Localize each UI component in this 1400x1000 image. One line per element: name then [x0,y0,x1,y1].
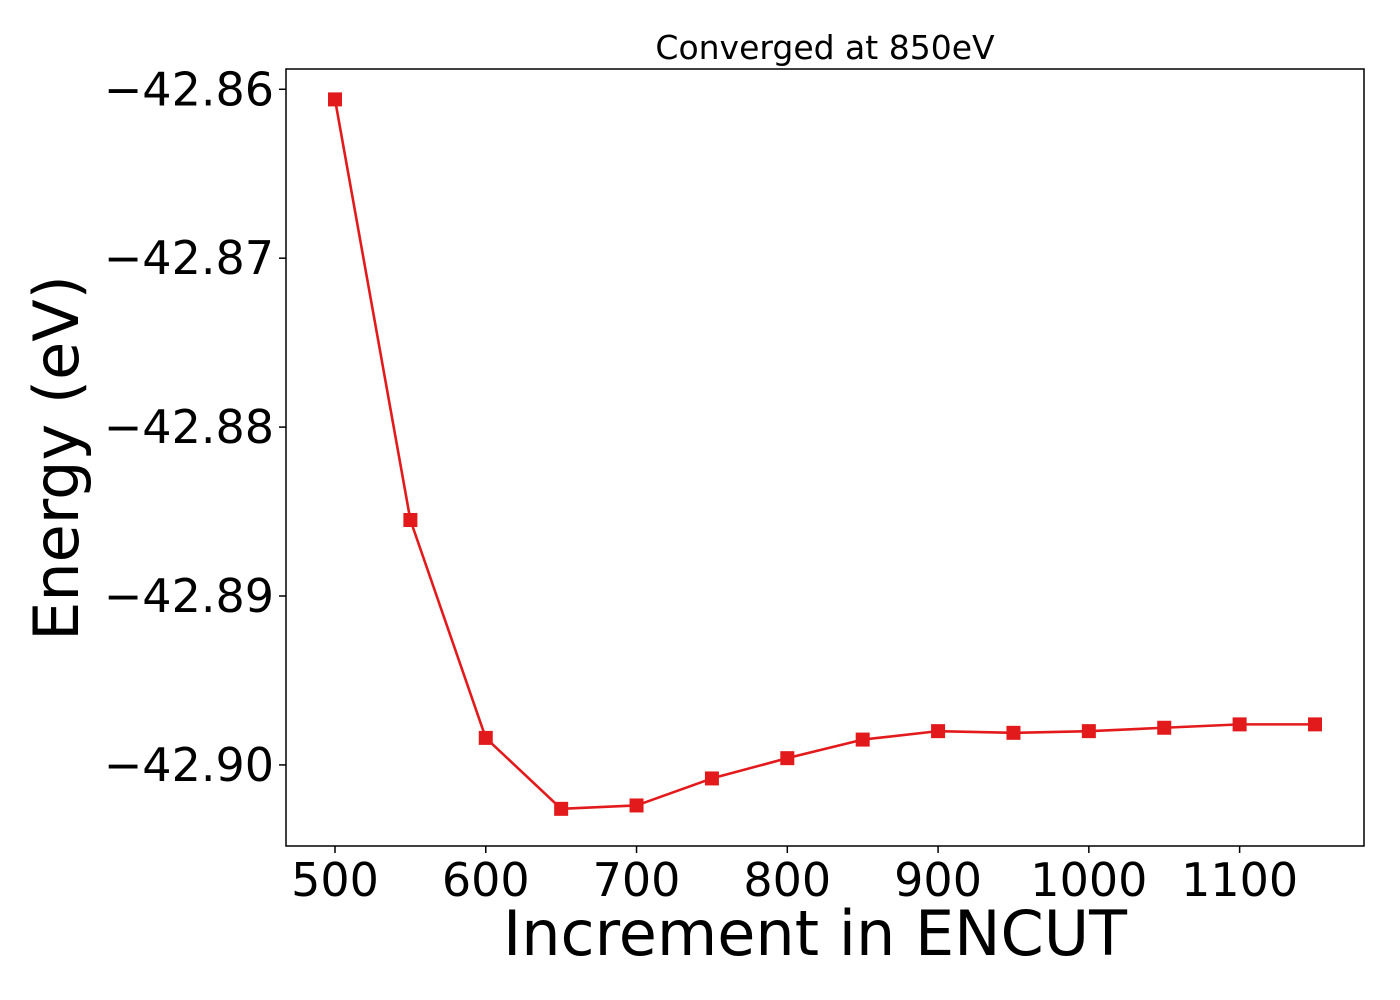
y-axis-ticks: −42.86 −42.87 −42.88 −42.89 −42.90 [104,62,286,792]
data-point [478,730,493,745]
data-point [1232,717,1247,732]
data-point [1006,725,1021,740]
y-tick-label: −42.89 [104,569,274,623]
data-point [1157,720,1172,735]
y-axis-label: Energy (eV) [20,275,93,641]
data-point [931,724,946,739]
data-point [704,771,719,786]
data-point [328,92,342,107]
x-tick-label: 700 [593,853,681,907]
data-point [780,751,795,766]
x-tick-label: 1100 [1181,853,1298,907]
data-point [855,732,870,747]
data-point [403,512,418,527]
data-point [629,798,644,813]
x-tick-label: 800 [743,853,831,907]
data-point [554,801,569,816]
plot-background [286,69,1364,846]
y-tick-label: −42.88 [104,400,274,454]
chart-title: Converged at 850eV [655,28,995,67]
x-tick-label: 1000 [1030,853,1147,907]
y-tick-label: −42.87 [104,231,274,285]
x-tick-label: 500 [291,853,379,907]
x-axis-ticks: 500 600 700 800 900 1000 1100 [291,846,1298,907]
plot-frame [285,68,1365,847]
series-energy [328,92,1322,816]
x-tick-label: 900 [894,853,982,907]
x-tick-label: 600 [442,853,530,907]
data-point [1081,724,1096,739]
series-line [333,99,1315,811]
y-tick-label: −42.90 [104,738,274,792]
data-point [1308,717,1322,732]
y-tick-label: −42.86 [104,62,274,116]
x-axis-label: Increment in ENCUT [503,897,1128,970]
